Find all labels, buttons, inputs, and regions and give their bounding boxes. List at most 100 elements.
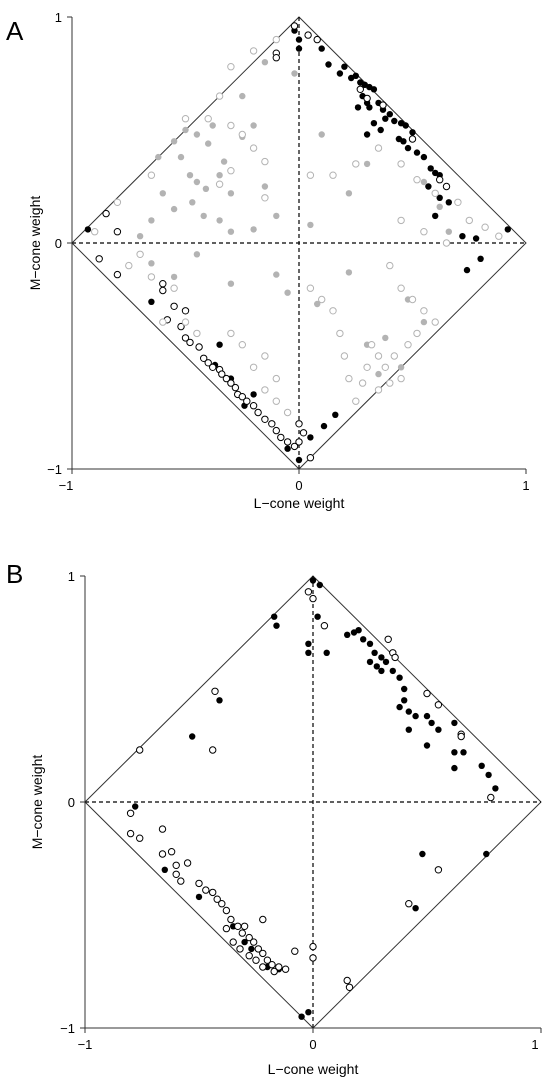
panel-b-point-open-black (238, 929, 247, 937)
panel-a-point-open-gray (181, 115, 190, 123)
panel-a-point-filled-black (341, 63, 348, 70)
panel-a-point-open-gray (249, 47, 258, 55)
panel-b-point-filled-black (366, 658, 374, 666)
panel-a-point-open-black (102, 209, 110, 218)
panel-b-x-tick-label: 0 (309, 1037, 316, 1052)
panel-b-point-open-black (211, 687, 219, 695)
panel-b-point-open-black (177, 877, 185, 885)
panel-b-point-filled-black (396, 674, 403, 681)
panel-b-point-filled-black (271, 613, 278, 620)
panel-b-point-open-black (222, 924, 231, 933)
panel-a-point-open-gray (147, 273, 156, 281)
panel-a-point-open-gray (397, 160, 405, 168)
panel-a-point-filled-black (477, 255, 484, 262)
panel-b-x-axis-title: L−cone weight (268, 1061, 359, 1077)
panel-b-point-open-black (234, 922, 242, 930)
panel-a-point-open-gray (374, 386, 383, 394)
panel-a-point-open-gray (261, 157, 269, 166)
panel-a-point-open-gray (227, 121, 235, 130)
panel-b-point-filled-black (382, 658, 390, 666)
panel-b-point-filled-black (161, 866, 168, 873)
panel-a-point-open-gray (227, 62, 235, 71)
panel-a-point-open-black (113, 270, 122, 279)
panel-b-point-open-black (183, 859, 192, 867)
panel-a-point-open-gray (215, 180, 224, 188)
panel-a-point-filled-gray (307, 221, 314, 229)
panel-a-point-filled-black (382, 115, 389, 122)
panel-a-point-open-gray (352, 160, 360, 168)
panel-a-point-open-black (436, 176, 444, 184)
panel-a-x-tick-label: 0 (295, 478, 302, 493)
panel-a-point-open-black (177, 322, 185, 331)
panel-b-point-open-black (391, 653, 399, 662)
panel-a-point-filled-black (445, 199, 452, 206)
panel-a-point-filled-gray (239, 92, 246, 100)
panel-b-point-open-black (158, 825, 167, 833)
panel-a-point-open-black (304, 31, 312, 39)
panel-b-point-open-black (343, 976, 351, 985)
panel-a-point-open-gray (193, 329, 201, 338)
panel-a-point-open-black (243, 397, 251, 405)
panel-a-point-open-gray (397, 216, 405, 225)
panel-a-point-open-gray (215, 92, 224, 100)
panel-a-point-open-black (113, 228, 122, 236)
panel-b-point-filled-black (355, 627, 362, 634)
panel-b-point-open-black (209, 888, 217, 897)
panel-b-point-filled-black (428, 719, 435, 727)
panel-a-point-filled-gray (155, 153, 162, 161)
panel-b-point-filled-black (423, 712, 431, 720)
panel-a-point-filled-gray (345, 190, 353, 197)
panel-b-point-filled-black (451, 749, 458, 756)
panel-b-point-filled-black (298, 1013, 305, 1020)
panel-a-point-filled-gray (363, 160, 371, 168)
panel-b-point-open-black (259, 915, 267, 924)
panel-b-point-open-black (240, 922, 249, 930)
panel-a-point-open-gray (227, 167, 235, 175)
panel-b-point-filled-black (485, 771, 492, 779)
panel-b-point-open-black (275, 963, 283, 971)
panel-a-point-filled-gray (345, 269, 353, 276)
panel-b-point-open-black (434, 701, 443, 709)
panel-a-point-open-black (195, 343, 203, 351)
panel-a-point-open-gray (374, 352, 383, 360)
panel-a-point-open-gray (249, 144, 258, 152)
panel-b-point-filled-black (401, 697, 408, 704)
panel-b-point-filled-black (435, 726, 442, 733)
panel-a-point-open-gray (386, 261, 394, 270)
panel-a-point-filled-black (320, 422, 328, 430)
panel-b-points (126, 577, 499, 1020)
panel-a-point-filled-black (420, 153, 428, 161)
panel-b: B −1 0 1 −1 0 1 L−cone weight M−cone wei… (6, 559, 542, 1077)
panel-a-point-filled-gray (382, 334, 389, 342)
panel-b-point-open-black (209, 746, 217, 754)
panel-a-point-filled-gray (375, 370, 382, 378)
panel-b-point-open-black (202, 886, 210, 894)
panel-a-point-open-gray (352, 397, 360, 405)
panel-a-point-open-gray (358, 379, 367, 387)
panel-a-point-filled-black (459, 233, 466, 240)
panel-b-point-open-black (227, 915, 235, 924)
panel-a-point-open-gray (181, 318, 190, 326)
panel-b-point-open-black (487, 793, 495, 802)
panel-b-point-filled-black (305, 1009, 312, 1016)
panel-a-point-open-gray (329, 171, 337, 179)
panel-a-point-open-gray (238, 130, 247, 139)
panel-a-point-open-black (170, 302, 178, 310)
panel-b-point-filled-black (423, 742, 431, 749)
panel-b-point-open-black (345, 983, 354, 991)
panel-b-x-tick-label: 1 (531, 1037, 538, 1052)
panel-a-point-open-black (277, 433, 285, 442)
panel-b-point-open-black (304, 588, 313, 596)
panel-b-point-filled-black (389, 667, 396, 675)
panel-b-y-tick-label: 1 (68, 569, 75, 584)
panel-a-point-open-black (181, 334, 190, 342)
panel-b-point-filled-black (405, 708, 412, 715)
panel-a-point-filled-black (427, 165, 434, 172)
panel-a-point-filled-black (216, 341, 223, 348)
panel-a-point-filled-black (377, 126, 384, 134)
panel-a-point-open-black (95, 255, 103, 263)
panel-a-point-filled-gray (209, 122, 216, 129)
panel-b-point-open-black (457, 732, 465, 741)
panel-b-point-open-black (236, 945, 244, 953)
panel-b-point-filled-black (366, 640, 374, 647)
